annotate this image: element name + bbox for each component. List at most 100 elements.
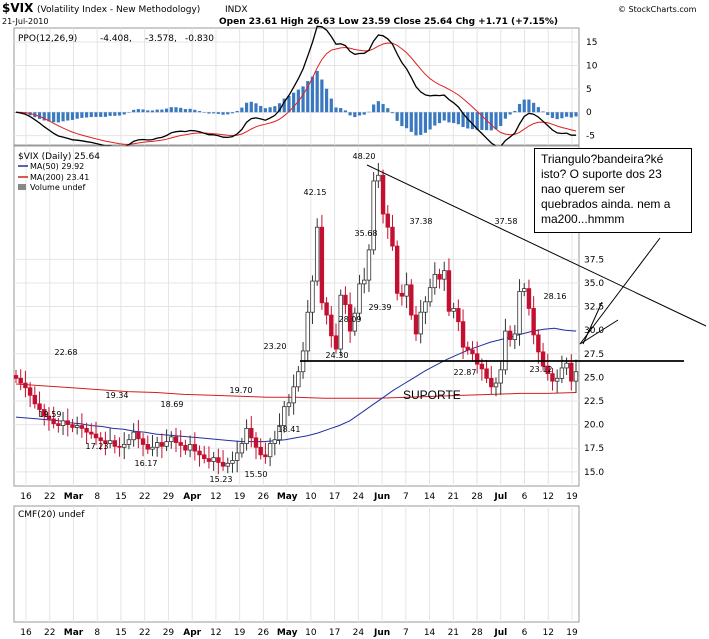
candle-body: [418, 311, 423, 335]
ppo-hist-bar: [136, 109, 140, 113]
ppo-hist-bar: [277, 103, 282, 113]
x-tick-label: 10: [305, 628, 317, 638]
candle-body: [37, 403, 42, 410]
x-tick-label: May: [277, 492, 298, 502]
ppo-hist-bar: [117, 112, 122, 116]
ppo-hist-bar: [193, 109, 197, 113]
candle-body: [423, 301, 428, 313]
ppo-hist-bar: [146, 110, 150, 113]
volume-legend: Volume undef: [30, 183, 85, 192]
candle-body: [305, 311, 310, 352]
candle-body: [169, 436, 174, 443]
ppo-value-3: -0.830: [185, 34, 214, 44]
candle-body: [122, 444, 127, 448]
candle-body: [159, 442, 165, 447]
ppo-hist-bar: [470, 112, 475, 130]
candle-body: [117, 445, 122, 448]
ppo-hist-bar: [292, 92, 296, 113]
candle-body: [282, 406, 287, 426]
ppo-hist-bar: [452, 112, 456, 124]
candle-body: [70, 424, 75, 428]
candle-body: [404, 284, 409, 297]
ppo-hist-bar: [484, 112, 489, 131]
candle-body: [324, 302, 329, 316]
price-y-tick: 25.0: [584, 373, 604, 383]
candle-body: [60, 420, 66, 426]
ppo-hist-bar: [37, 112, 42, 119]
ppo-hist-bar: [160, 109, 164, 113]
symbol-name: (Volatility Index - New Methodology): [37, 5, 200, 15]
x-tick-label: 22: [44, 628, 55, 638]
candle-body: [93, 433, 99, 439]
candle-body: [98, 437, 103, 442]
x-tick-label: 19: [566, 628, 578, 638]
candle-body: [559, 367, 565, 379]
annotation-box: Triangulo?bandeira?ké isto? O suporte do…: [534, 148, 692, 233]
candle-body: [42, 409, 47, 417]
candle-body: [314, 226, 320, 282]
candle-body: [512, 333, 518, 341]
ppo-hist-bar: [282, 98, 286, 113]
price-y-tick: 37.5: [584, 255, 604, 265]
x-tick-label: Apr: [183, 628, 201, 638]
candle-body: [13, 375, 19, 379]
price-annotation: 35.68: [355, 229, 378, 238]
ma200-line: [15, 383, 577, 399]
ppo-hist-bar: [546, 112, 550, 116]
symbol-title: $VIX: [2, 1, 34, 15]
ppo-hist-bar: [235, 110, 239, 113]
price-annotation: 15.50: [245, 470, 268, 479]
x-tick-label: 19: [566, 492, 578, 502]
candle-body: [564, 362, 569, 369]
price-y-axis: 37.5 35.0 32.5 30.0 27.5 25.0 22.5 20.0 17.5 15.0: [584, 255, 604, 478]
x-tick-label: 12: [543, 492, 554, 502]
ppo-hist-bar: [254, 103, 258, 113]
candle-body: [550, 373, 555, 382]
ppo-hist-bar: [489, 112, 493, 131]
candle-body: [244, 427, 249, 444]
candle-body: [390, 226, 395, 247]
candle-body: [456, 308, 461, 323]
price-y-tick: 30.0: [584, 326, 604, 336]
candle-body: [569, 362, 574, 382]
candle-body: [183, 444, 188, 451]
x-tick-label: 26: [258, 628, 270, 638]
ppo-hist-bar: [268, 107, 272, 113]
candle-body: [493, 382, 499, 388]
cmf-panel: CMF(20) undef: [13, 505, 580, 623]
candle-body: [187, 444, 193, 451]
candle-body: [333, 335, 339, 350]
ma50-line: [15, 327, 577, 443]
candle-body: [154, 442, 160, 448]
x-tick-label: Jun: [373, 628, 390, 638]
ppo-hist-bar: [99, 112, 103, 117]
resistance-trendline: [366, 164, 707, 327]
price-annotation: 29.39: [369, 303, 392, 312]
price-y-tick: 20.0: [584, 421, 604, 431]
x-tick-label: 8: [94, 492, 100, 502]
candle-body: [216, 457, 221, 463]
candle-body: [522, 288, 527, 292]
candle-body: [220, 461, 226, 467]
ppo-value-2: -3.578,: [145, 34, 177, 44]
candle-body: [211, 457, 216, 462]
candle-body: [291, 386, 296, 404]
ppo-hist-bar: [202, 112, 206, 113]
candles: [13, 163, 579, 475]
candle-body: [427, 287, 433, 303]
ppo-y-tick: -5: [586, 132, 595, 142]
ppo-hist-bar: [569, 112, 573, 118]
price-annotation: 37.58: [495, 217, 518, 226]
candle-body: [338, 294, 343, 350]
x-tick-label: 21: [448, 628, 459, 638]
ppo-hist-bar: [197, 111, 202, 113]
candle-body: [526, 288, 532, 309]
ppo-hist-bar: [320, 79, 324, 113]
price-labels: 48.20 42.15 37.38 37.58 35.68 29.39 28.09 28.16…: [39, 152, 567, 484]
quote-line: Open 23.61 High 26.63 Low 23.59 Close 25…: [219, 17, 558, 27]
ppo-hist-bar: [390, 112, 395, 114]
candle-body: [362, 279, 367, 285]
ppo-hist-bar: [503, 112, 508, 119]
candle-body: [376, 174, 381, 182]
candle-body: [296, 371, 301, 388]
